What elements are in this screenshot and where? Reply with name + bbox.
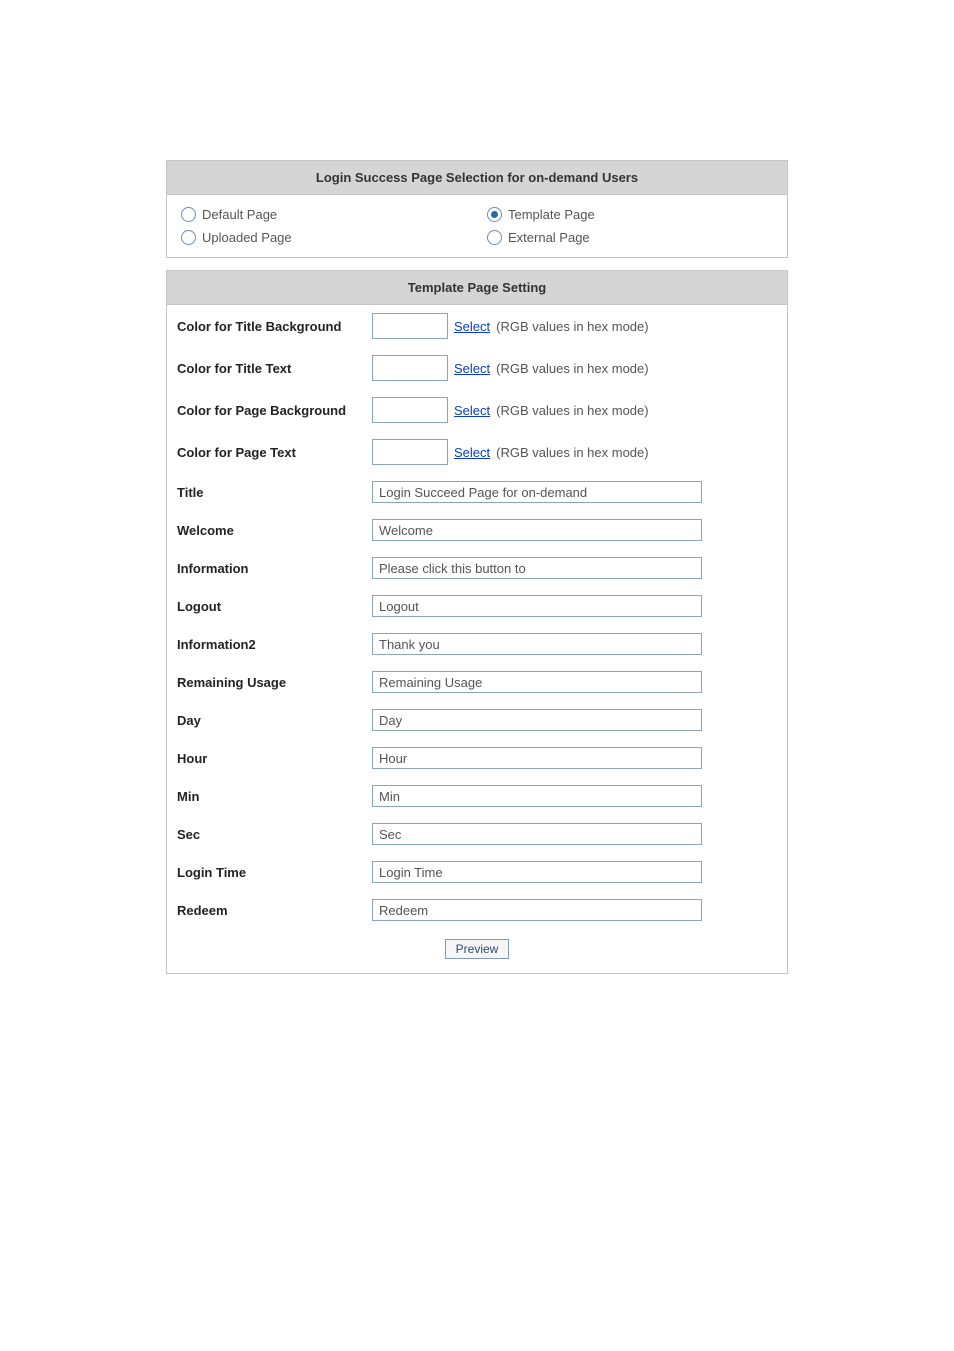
setting-control: Select (RGB values in hex mode)	[372, 439, 777, 465]
radio-template-page[interactable]: Template Page	[487, 207, 773, 222]
color-input-page_bg[interactable]	[372, 397, 448, 423]
template-settings-panel: Template Page Setting Color for Title Ba…	[166, 270, 788, 974]
hex-hint: (RGB values in hex mode)	[496, 445, 648, 460]
setting-row-title: Title	[167, 473, 787, 511]
text-input-logout[interactable]	[372, 595, 702, 617]
selection-panel: Login Success Page Selection for on-dema…	[166, 160, 788, 258]
select-color-link[interactable]: Select	[454, 361, 490, 376]
setting-row-title_bg: Color for Title BackgroundSelect (RGB va…	[167, 305, 787, 347]
radio-label: External Page	[508, 230, 590, 245]
setting-control	[372, 709, 777, 731]
setting-control	[372, 861, 777, 883]
setting-control: Select (RGB values in hex mode)	[372, 313, 777, 339]
setting-label: Sec	[177, 827, 372, 842]
setting-label: Information	[177, 561, 372, 576]
setting-label: Color for Title Background	[177, 319, 372, 334]
setting-row-login_time: Login Time	[167, 853, 787, 891]
radio-icon	[181, 207, 196, 222]
setting-control	[372, 899, 777, 921]
setting-row-information: Information	[167, 549, 787, 587]
hex-hint: (RGB values in hex mode)	[496, 319, 648, 334]
setting-control: Select (RGB values in hex mode)	[372, 397, 777, 423]
setting-label: Min	[177, 789, 372, 804]
setting-label: Redeem	[177, 903, 372, 918]
color-input-title_text[interactable]	[372, 355, 448, 381]
selection-radio-group: Default Page Template Page Uploaded Page…	[167, 195, 787, 257]
radio-uploaded-page[interactable]: Uploaded Page	[181, 230, 467, 245]
text-input-min[interactable]	[372, 785, 702, 807]
setting-control	[372, 671, 777, 693]
template-settings-header: Template Page Setting	[167, 271, 787, 305]
setting-row-page_bg: Color for Page BackgroundSelect (RGB val…	[167, 389, 787, 431]
setting-label: Day	[177, 713, 372, 728]
setting-row-logout: Logout	[167, 587, 787, 625]
select-color-link[interactable]: Select	[454, 319, 490, 334]
setting-row-day: Day	[167, 701, 787, 739]
hex-hint: (RGB values in hex mode)	[496, 403, 648, 418]
setting-label: Color for Page Text	[177, 445, 372, 460]
setting-label: Remaining Usage	[177, 675, 372, 690]
setting-control	[372, 595, 777, 617]
radio-icon	[487, 207, 502, 222]
select-color-link[interactable]: Select	[454, 403, 490, 418]
radio-external-page[interactable]: External Page	[487, 230, 773, 245]
setting-label: Title	[177, 485, 372, 500]
setting-label: Login Time	[177, 865, 372, 880]
setting-label: Hour	[177, 751, 372, 766]
setting-label: Color for Title Text	[177, 361, 372, 376]
setting-row-remaining: Remaining Usage	[167, 663, 787, 701]
select-color-link[interactable]: Select	[454, 445, 490, 460]
setting-row-sec: Sec	[167, 815, 787, 853]
color-input-title_bg[interactable]	[372, 313, 448, 339]
setting-row-welcome: Welcome	[167, 511, 787, 549]
setting-control	[372, 557, 777, 579]
setting-label: Information2	[177, 637, 372, 652]
setting-row-information2: Information2	[167, 625, 787, 663]
preview-row: Preview	[167, 929, 787, 973]
setting-control	[372, 747, 777, 769]
setting-control: Select (RGB values in hex mode)	[372, 355, 777, 381]
text-input-sec[interactable]	[372, 823, 702, 845]
color-input-page_text[interactable]	[372, 439, 448, 465]
radio-label: Uploaded Page	[202, 230, 292, 245]
setting-control	[372, 785, 777, 807]
text-input-information[interactable]	[372, 557, 702, 579]
setting-label: Welcome	[177, 523, 372, 538]
setting-control	[372, 481, 777, 503]
setting-row-hour: Hour	[167, 739, 787, 777]
setting-row-title_text: Color for Title TextSelect (RGB values i…	[167, 347, 787, 389]
setting-row-redeem: Redeem	[167, 891, 787, 929]
setting-label: Color for Page Background	[177, 403, 372, 418]
preview-button[interactable]: Preview	[445, 939, 510, 959]
radio-label: Default Page	[202, 207, 277, 222]
setting-control	[372, 633, 777, 655]
hex-hint: (RGB values in hex mode)	[496, 361, 648, 376]
text-input-hour[interactable]	[372, 747, 702, 769]
text-input-title[interactable]	[372, 481, 702, 503]
text-input-day[interactable]	[372, 709, 702, 731]
text-input-redeem[interactable]	[372, 899, 702, 921]
radio-icon	[487, 230, 502, 245]
radio-label: Template Page	[508, 207, 595, 222]
template-settings-body: Color for Title BackgroundSelect (RGB va…	[167, 305, 787, 929]
setting-control	[372, 823, 777, 845]
setting-label: Logout	[177, 599, 372, 614]
radio-default-page[interactable]: Default Page	[181, 207, 467, 222]
text-input-welcome[interactable]	[372, 519, 702, 541]
text-input-information2[interactable]	[372, 633, 702, 655]
selection-header: Login Success Page Selection for on-dema…	[167, 161, 787, 195]
text-input-remaining[interactable]	[372, 671, 702, 693]
setting-row-page_text: Color for Page TextSelect (RGB values in…	[167, 431, 787, 473]
radio-icon	[181, 230, 196, 245]
text-input-login_time[interactable]	[372, 861, 702, 883]
setting-control	[372, 519, 777, 541]
setting-row-min: Min	[167, 777, 787, 815]
